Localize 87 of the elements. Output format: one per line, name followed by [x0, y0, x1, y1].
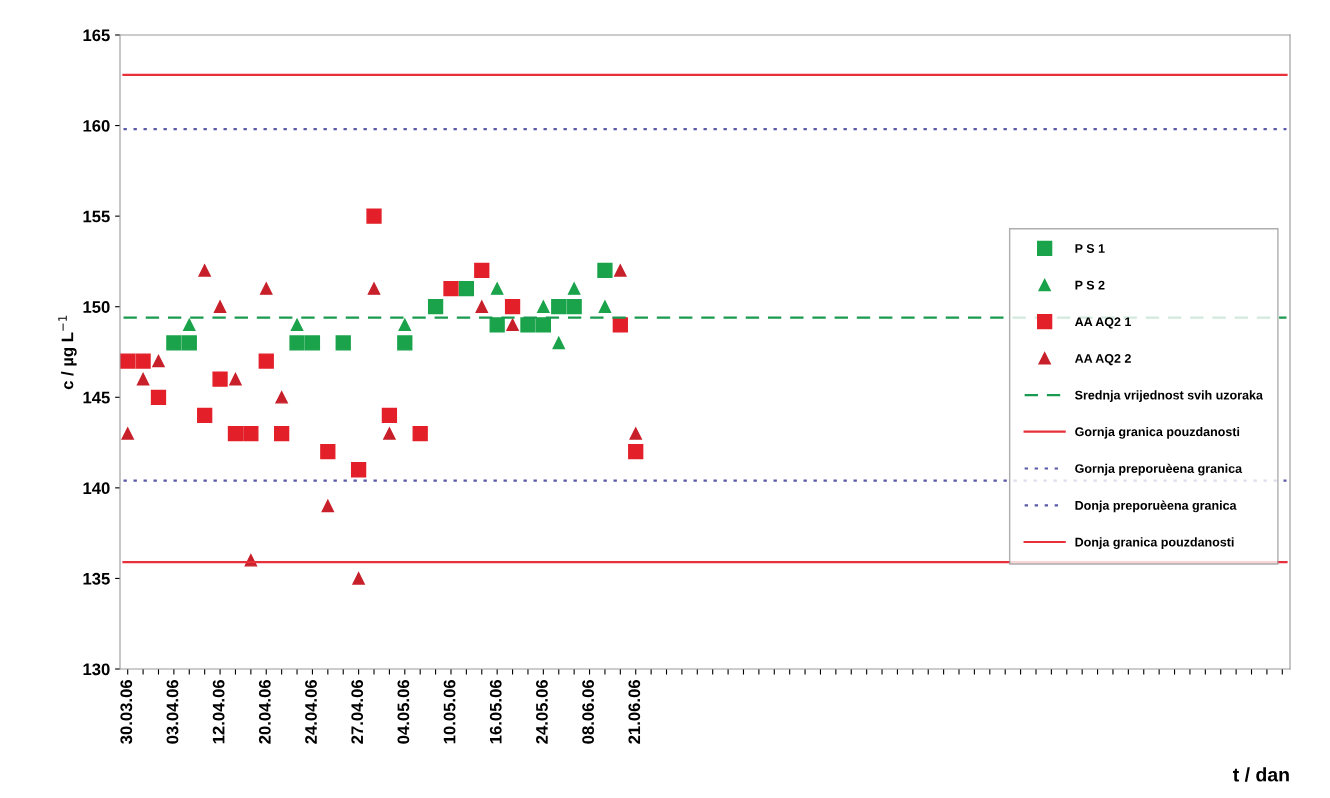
point [320, 443, 336, 460]
point [535, 317, 551, 333]
point [243, 425, 259, 442]
point [198, 264, 211, 277]
point [537, 300, 550, 313]
y-tick-label: 165 [83, 29, 110, 42]
point [629, 427, 642, 440]
y-tick-label: 150 [83, 301, 110, 313]
legend-label: Gornja granica pouzdanosti [1075, 426, 1240, 439]
x-tick-label: 20.04.06 [258, 680, 271, 744]
point [474, 262, 490, 279]
point [489, 317, 505, 333]
y-tick-label: 140 [83, 482, 110, 495]
point [275, 391, 288, 404]
y-axis-title: c / µg L$^{−1}$ [58, 315, 77, 390]
point [212, 371, 228, 387]
x-tick-label: 30.03.06 [120, 680, 133, 744]
point [290, 318, 304, 332]
point [150, 389, 167, 405]
point [181, 335, 197, 351]
legend-label: P S 1 [1075, 244, 1105, 253]
point [427, 299, 444, 315]
y-tick-label: 160 [83, 119, 110, 132]
point [229, 372, 242, 386]
point [366, 208, 382, 224]
point [475, 300, 489, 313]
legend-label: AA AQ2 2 [1074, 354, 1131, 366]
point [259, 282, 273, 295]
x-tick-label: 08.06.06 [582, 680, 595, 744]
point [166, 335, 182, 351]
point [289, 335, 305, 351]
legend-label: P S 2 [1075, 280, 1105, 290]
point [258, 353, 274, 369]
x-tick-label: 24.05.06 [536, 680, 548, 744]
point [506, 318, 519, 332]
point [458, 280, 475, 297]
point [304, 335, 321, 351]
legend-label: Gornja preporuèena granica [1075, 463, 1243, 476]
point [367, 282, 381, 295]
point [274, 425, 290, 442]
point [121, 427, 134, 440]
point [335, 335, 351, 351]
point [352, 572, 365, 585]
point [597, 262, 613, 279]
point [381, 407, 398, 424]
x-tick-label: 16.05.06 [489, 680, 502, 744]
x-axis-title: t / dan [1232, 767, 1289, 782]
point [136, 372, 150, 386]
point [135, 353, 151, 369]
point [197, 407, 213, 424]
legend-label: AA AQ2 1 [1074, 317, 1132, 329]
point [551, 299, 567, 315]
point [398, 318, 412, 332]
point [566, 299, 582, 315]
legend-label: Srednja vrijednost svih uzoraka [1075, 390, 1263, 402]
x-tick-label: 10.05.06 [443, 680, 456, 744]
point [520, 317, 536, 333]
point [227, 425, 244, 442]
point [321, 499, 335, 513]
x-tick-label: 03.04.06 [166, 680, 179, 744]
legend-label: Donja preporuèena granica [1075, 500, 1237, 513]
x-tick-label: 21.06.06 [628, 680, 641, 744]
point [397, 335, 413, 351]
point [412, 425, 428, 442]
point [552, 336, 566, 350]
point [213, 300, 227, 313]
point [628, 443, 644, 460]
x-tick-label: 24.04.06 [305, 680, 317, 744]
y-tick-label: 135 [83, 572, 110, 585]
point [443, 280, 459, 297]
x-tick-label: 04.05.06 [397, 680, 410, 744]
y-tick-label: 130 [83, 663, 110, 676]
point [567, 282, 581, 295]
point [598, 300, 612, 313]
y-tick-label: 155 [83, 210, 110, 223]
point [614, 264, 627, 277]
y-tick-label: 145 [83, 391, 110, 404]
point [183, 318, 196, 332]
point [152, 354, 165, 368]
x-tick-label: 27.04.06 [351, 680, 364, 744]
point [504, 299, 521, 315]
legend-label: Donja granica pouzdanosti [1075, 537, 1234, 550]
point [490, 282, 504, 295]
point [350, 462, 367, 478]
point [120, 353, 136, 369]
point [383, 427, 396, 440]
x-tick-label: 12.04.06 [212, 680, 225, 744]
